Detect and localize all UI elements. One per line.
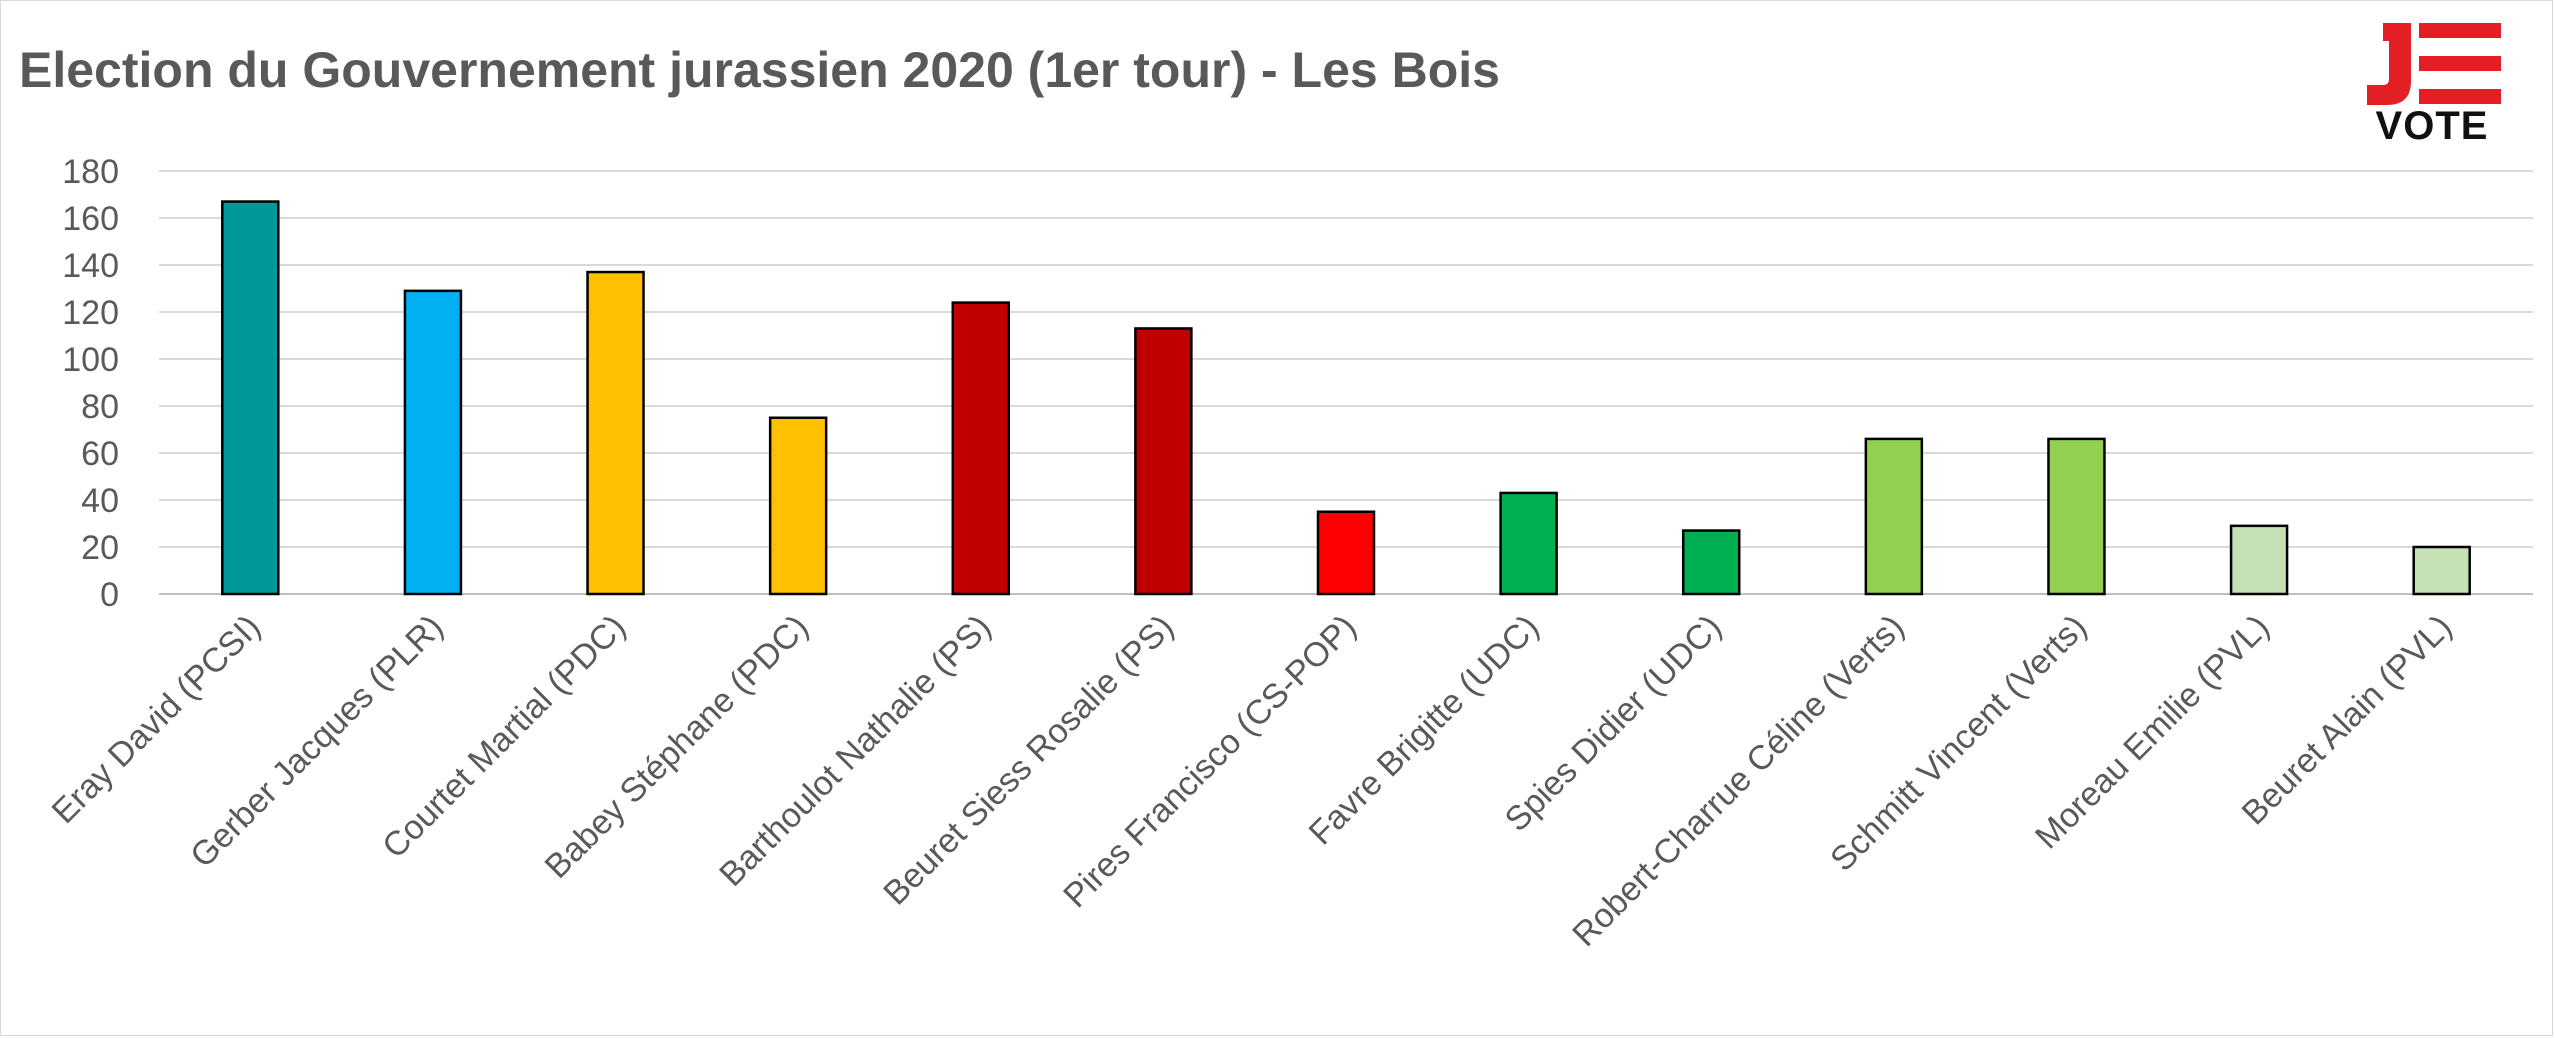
bar (403, 289, 463, 596)
bar (768, 416, 828, 596)
bar (2412, 545, 2471, 596)
y-tick-label: 40 (81, 482, 119, 520)
x-tick-label: Beuret Siess Rosalie (PS) (876, 608, 1181, 913)
logo-vote-text: VOTE (2375, 104, 2489, 148)
bar (2047, 437, 2106, 596)
bar (1134, 327, 1193, 596)
y-tick-label: 100 (62, 341, 119, 379)
x-tick-label: Pires Francisco (CS-POP) (1056, 608, 1363, 915)
x-tick-label: Robert-Charrue Céline (Verts) (1565, 608, 1911, 954)
y-tick-label: 80 (81, 388, 119, 426)
bar (1499, 491, 1558, 596)
bar (221, 200, 280, 596)
y-tick-label: 160 (62, 200, 119, 238)
y-tick-label: 0 (100, 576, 119, 614)
je-vote-logo: VOTE (2361, 23, 2503, 147)
bar (1681, 529, 1741, 596)
bar (1316, 510, 1376, 596)
y-axis-ticks: 0 20 40 60 80 100 120 140 160 180 (62, 153, 119, 614)
bar (586, 270, 645, 596)
y-tick-label: 180 (62, 153, 119, 191)
bar (1864, 437, 1924, 596)
bar (951, 301, 1011, 596)
y-tick-label: 140 (62, 247, 119, 285)
x-axis-labels: Eray David (PCSI)Gerber Jacques (PLR)Cou… (45, 608, 2460, 954)
je-logo-mark-icon (2367, 23, 2501, 105)
chart-title: Election du Gouvernement jurassien 2020 … (19, 42, 1500, 98)
y-tick-label: 120 (62, 294, 119, 332)
y-tick-label: 60 (81, 435, 119, 473)
y-tick-label: 20 (81, 529, 119, 567)
bars (221, 200, 2471, 596)
bar (2229, 524, 2289, 596)
